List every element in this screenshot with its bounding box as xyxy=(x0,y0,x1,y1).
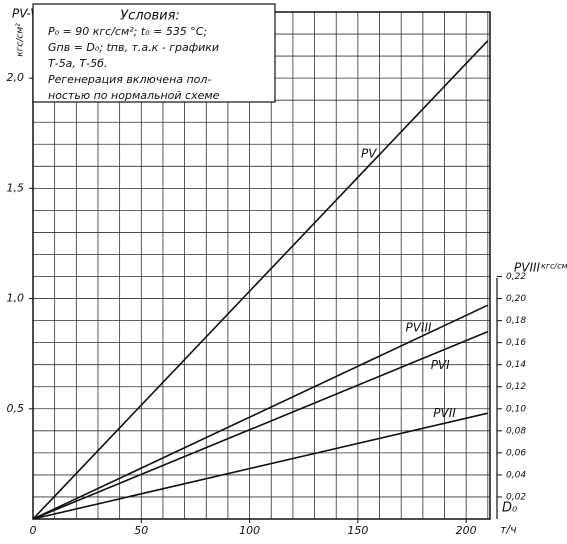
y-tick-label: 2,0 xyxy=(7,71,25,84)
series-line xyxy=(32,304,489,520)
series-label: PVIII xyxy=(405,320,432,334)
y2-tick-label: 0,08 xyxy=(506,426,526,436)
y2-tick-label: 0,14 xyxy=(506,360,526,370)
conditions-title: Условия: xyxy=(120,9,180,24)
y2-tick-label: 0,04 xyxy=(506,470,526,480)
condition-line: ностью по нормальной схеме xyxy=(48,89,220,102)
conditions-frame xyxy=(32,3,276,103)
y-tick-label: 0,5 xyxy=(7,402,25,415)
conditions-box: Условия:P₀ = 90 кгс/см²; t₀ = 535 °C; Gпв… xyxy=(32,3,276,103)
series-line xyxy=(32,412,489,520)
condition-line: P₀ = 90 кгс/см²; t₀ = 535 °C; xyxy=(48,25,207,38)
condition-line: Т-5а, Т-5б. xyxy=(48,57,107,70)
x-tick-label: 150 xyxy=(347,524,368,537)
y-tick-label: 1,0 xyxy=(7,292,25,305)
series-label: PV xyxy=(361,146,377,160)
y2-tick-label: 0,22 xyxy=(506,272,526,282)
series-label: PVII xyxy=(433,406,456,420)
x-axis-label: D₀ xyxy=(502,501,518,516)
y2-tick-label: 0,06 xyxy=(506,448,526,458)
condition-line: Gпв = D₀; tпв, т.а.к - графики xyxy=(48,41,219,54)
y2-tick-label: 0,12 xyxy=(506,382,526,392)
series-line xyxy=(32,330,489,520)
x-tick-label: 100 xyxy=(239,524,260,537)
y2-tick-label: 0,02 xyxy=(506,492,526,502)
y2-axis-label: PVIII xyxy=(514,261,541,275)
series-label: PVI xyxy=(431,358,450,372)
y2-tick-label: 0,16 xyxy=(506,338,526,348)
x-origin-label: 0 xyxy=(30,524,37,537)
y-tick-label: 1,5 xyxy=(7,181,25,194)
y2-tick-label: 0,10 xyxy=(506,404,526,414)
x-axis-unit: т/ч xyxy=(500,523,517,536)
y2-tick-label: 0,20 xyxy=(506,294,526,304)
y2-axis-unit: кгс/см² xyxy=(541,262,567,271)
condition-line: Регенерация включена пол- xyxy=(48,73,211,86)
series-line xyxy=(32,40,489,520)
y2-tick-label: 0,18 xyxy=(506,316,526,326)
x-tick-label: 50 xyxy=(134,524,148,537)
x-tick-label: 200 xyxy=(456,524,477,537)
y-axis-unit: кгс/см² xyxy=(16,23,26,57)
